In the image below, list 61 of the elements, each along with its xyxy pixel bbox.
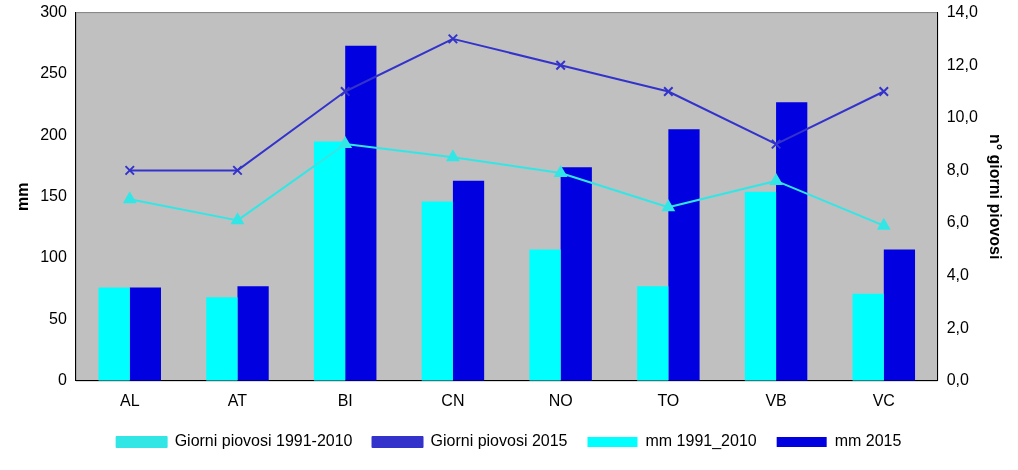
point [770, 138, 782, 150]
bar [560, 167, 592, 381]
point [123, 192, 136, 204]
x-tick-label: VB [765, 391, 787, 409]
bar [237, 286, 269, 381]
y2-tick-label: 4,0 [946, 266, 969, 284]
y-tick-label: 300 [40, 3, 67, 21]
point [232, 165, 243, 176]
point [339, 86, 351, 97]
y-tick-label: 0 [57, 371, 67, 389]
legend-label: mm 1991_2010 [645, 432, 757, 451]
bar [852, 293, 884, 381]
legend-label: Giorni piovosi 1991-2010 [174, 432, 353, 450]
point [877, 218, 890, 230]
bar [776, 102, 808, 381]
bar [744, 191, 777, 381]
legend-label: mm 2015 [834, 432, 902, 450]
point [231, 213, 244, 225]
bar [637, 286, 669, 381]
legend-label: Giorni piovosi 2015 [430, 432, 568, 450]
y2-tick-label: 2,0 [946, 318, 969, 336]
y-tick-label: 200 [40, 125, 67, 143]
bar [529, 249, 561, 381]
x-tick-label: CN [441, 391, 465, 409]
point [124, 165, 135, 176]
point [446, 150, 460, 162]
point [663, 86, 674, 97]
bar [452, 180, 485, 381]
y2-tick-label: 14,0 [946, 3, 978, 21]
bar [345, 45, 377, 381]
bar [206, 297, 238, 381]
point [769, 173, 783, 185]
bar [98, 287, 130, 381]
x-tick-label: VC [872, 391, 895, 409]
bar [129, 287, 161, 381]
point [447, 33, 459, 45]
x-tick-label: NO [548, 391, 573, 409]
y2-tick-label: 12,0 [946, 55, 978, 73]
y2-tick-label: 6,0 [946, 213, 969, 231]
y-tick-label: 250 [40, 64, 67, 82]
point [555, 59, 566, 71]
y2-tick-label: 10,0 [946, 108, 978, 126]
x-tick-label: AL [119, 391, 140, 409]
point [878, 86, 890, 97]
y2-axis-title: n° giorni piovosi [986, 133, 1004, 260]
x-tick-label: BI [337, 391, 353, 409]
y2-tick-label: 8,0 [946, 160, 969, 178]
y2-tick-label: 0,0 [946, 371, 969, 389]
y-tick-label: 150 [40, 187, 67, 205]
bar [421, 201, 453, 381]
point [554, 166, 567, 178]
bar [668, 129, 700, 381]
y-axis-title: mm [14, 182, 32, 211]
bar [313, 141, 346, 381]
y-tick-label: 100 [40, 248, 67, 266]
point [662, 200, 675, 212]
bar [883, 249, 916, 381]
x-tick-label: TO [657, 391, 680, 409]
point [339, 137, 352, 149]
x-tick-label: AT [227, 391, 248, 409]
y-tick-label: 50 [49, 309, 67, 327]
